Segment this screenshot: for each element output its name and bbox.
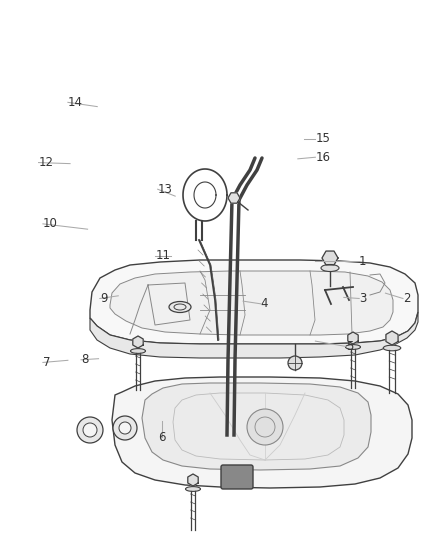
Polygon shape <box>188 474 198 486</box>
Ellipse shape <box>346 345 360 350</box>
Ellipse shape <box>131 349 145 353</box>
Text: 4: 4 <box>261 297 268 310</box>
Polygon shape <box>322 251 338 265</box>
Polygon shape <box>386 331 398 345</box>
Polygon shape <box>228 193 240 203</box>
Text: 6: 6 <box>158 431 166 443</box>
Polygon shape <box>142 383 371 470</box>
Text: 5: 5 <box>346 340 353 353</box>
Text: 10: 10 <box>43 217 58 230</box>
Circle shape <box>288 356 302 370</box>
Text: 1: 1 <box>359 255 367 268</box>
Ellipse shape <box>186 487 201 491</box>
Polygon shape <box>133 336 143 348</box>
Polygon shape <box>112 377 412 488</box>
Circle shape <box>247 409 283 445</box>
Circle shape <box>77 417 103 443</box>
Ellipse shape <box>321 264 339 271</box>
Text: 3: 3 <box>359 292 367 305</box>
Polygon shape <box>90 260 418 344</box>
Text: 13: 13 <box>158 183 173 196</box>
Text: 15: 15 <box>315 132 330 145</box>
Text: 16: 16 <box>315 151 330 164</box>
Text: 2: 2 <box>403 292 410 305</box>
Polygon shape <box>90 312 418 358</box>
Text: 8: 8 <box>81 353 88 366</box>
Polygon shape <box>110 271 393 335</box>
Text: 12: 12 <box>39 156 53 169</box>
Text: 11: 11 <box>155 249 170 262</box>
Ellipse shape <box>383 345 401 351</box>
Circle shape <box>83 423 97 437</box>
Circle shape <box>113 416 137 440</box>
FancyBboxPatch shape <box>221 465 253 489</box>
Polygon shape <box>348 332 358 344</box>
Text: 9: 9 <box>100 292 107 305</box>
Text: 7: 7 <box>43 356 50 369</box>
Circle shape <box>119 422 131 434</box>
Text: 14: 14 <box>68 96 83 109</box>
Ellipse shape <box>169 302 191 312</box>
